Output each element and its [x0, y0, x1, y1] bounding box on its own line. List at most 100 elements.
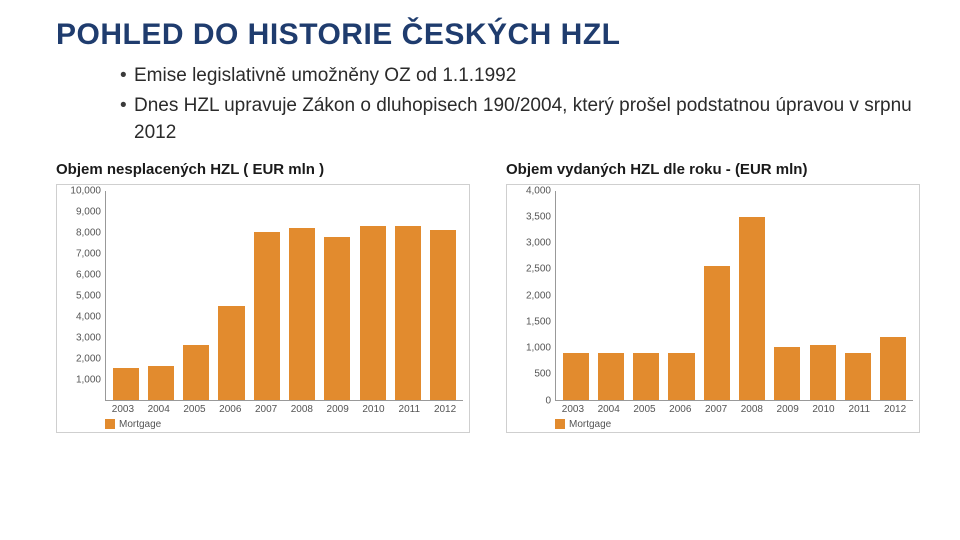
- bar-slot: [390, 191, 425, 400]
- y-tick: 5,000: [76, 290, 101, 301]
- x-tick: 2007: [698, 401, 734, 415]
- x-tick: 2006: [212, 401, 248, 415]
- x-tick: 2009: [770, 401, 806, 415]
- y-tick: 1,000: [76, 374, 101, 385]
- y-tick: 0: [545, 395, 551, 406]
- legend-label: Mortgage: [119, 419, 161, 430]
- chart-left-bars: [106, 191, 463, 400]
- x-tick: 2008: [734, 401, 770, 415]
- x-tick: 2004: [591, 401, 627, 415]
- chart-right-plot: [555, 191, 913, 401]
- x-tick: 2004: [141, 401, 177, 415]
- chart-left-title: Objem nesplacených HZL ( EUR mln ): [56, 161, 470, 178]
- bar-slot: [355, 191, 390, 400]
- bar-slot: [770, 191, 805, 400]
- bar: [183, 345, 209, 399]
- y-tick: 4,000: [526, 185, 551, 196]
- chart-left-legend: Mortgage: [105, 419, 463, 430]
- y-tick: 6,000: [76, 269, 101, 280]
- chart-left-wrap: 1,000 2,000 3,000 4,000 5,000 6,000 7,000 8,000…: [56, 184, 470, 433]
- bar: [704, 266, 730, 399]
- y-tick: 4,000: [76, 311, 101, 322]
- x-tick: 2011: [391, 401, 427, 415]
- y-tick: 500: [534, 369, 551, 380]
- bar-slot: [214, 191, 249, 400]
- x-tick: 2011: [841, 401, 877, 415]
- bar: [254, 232, 280, 399]
- x-tick: 2007: [248, 401, 284, 415]
- bar-slot: [593, 191, 628, 400]
- chart-right-x-axis: 2003200420052006200720082009201020112012: [555, 401, 913, 415]
- bar: [845, 353, 871, 400]
- bar: [395, 226, 421, 399]
- chart-right: 05001,0001,5002,0002,5003,0003,5004,000: [513, 191, 913, 401]
- y-tick: 9,000: [76, 206, 101, 217]
- charts-row: Objem nesplacených HZL ( EUR mln ) 1,000…: [56, 161, 920, 433]
- bar-slot: [284, 191, 319, 400]
- chart-right-legend: Mortgage: [555, 419, 913, 430]
- y-tick: 10,000: [70, 185, 101, 196]
- y-tick: 2,500: [526, 264, 551, 275]
- x-tick: 2009: [320, 401, 356, 415]
- y-tick: 1,500: [526, 316, 551, 327]
- y-tick: 3,000: [526, 238, 551, 249]
- y-tick: 2,000: [76, 353, 101, 364]
- bar-slot: [426, 191, 461, 400]
- bar-slot: [805, 191, 840, 400]
- bar: [739, 217, 765, 400]
- bar: [774, 347, 800, 399]
- x-tick: 2012: [427, 401, 463, 415]
- bar: [598, 353, 624, 400]
- chart-right-wrap: 05001,0001,5002,0002,5003,0003,5004,000 …: [506, 184, 920, 433]
- bar: [810, 345, 836, 400]
- bar-slot: [143, 191, 178, 400]
- y-tick: 2,000: [526, 290, 551, 301]
- bar-slot: [249, 191, 284, 400]
- bar: [360, 226, 386, 399]
- bar: [148, 366, 174, 399]
- x-tick: 2010: [356, 401, 392, 415]
- bar: [289, 228, 315, 399]
- chart-left-plot: [105, 191, 463, 401]
- bar-slot: [734, 191, 769, 400]
- bar-slot: [558, 191, 593, 400]
- bar: [633, 353, 659, 400]
- y-tick: 3,000: [76, 332, 101, 343]
- y-tick: 1,000: [526, 343, 551, 354]
- page: POHLED DO HISTORIE ČESKÝCH HZL Emise leg…: [0, 0, 960, 443]
- bar-slot: [629, 191, 664, 400]
- chart-left-y-axis: 1,000 2,000 3,000 4,000 5,000 6,000 7,000 8,000…: [63, 191, 105, 401]
- x-tick: 2008: [284, 401, 320, 415]
- chart-right-block: Objem vydaných HZL dle roku - (EUR mln) …: [506, 161, 920, 433]
- bar-slot: [179, 191, 214, 400]
- legend-swatch-icon: [105, 419, 115, 429]
- chart-right-y-axis: 05001,0001,5002,0002,5003,0003,5004,000: [513, 191, 555, 401]
- x-tick: 2012: [877, 401, 913, 415]
- x-tick: 2003: [105, 401, 141, 415]
- bar: [218, 306, 244, 400]
- chart-left-x-axis: 2003200420052006200720082009201020112012: [105, 401, 463, 415]
- y-tick: 3,500: [526, 211, 551, 222]
- legend-swatch-icon: [555, 419, 565, 429]
- x-tick: 2005: [627, 401, 663, 415]
- x-tick: 2003: [555, 401, 591, 415]
- chart-right-bars: [556, 191, 913, 400]
- bar: [324, 237, 350, 400]
- legend-label: Mortgage: [569, 419, 611, 430]
- bar-slot: [108, 191, 143, 400]
- bullet-list: Emise legislativně umožněny OZ od 1.1.19…: [80, 62, 920, 147]
- bar-slot: [876, 191, 911, 400]
- bar: [880, 337, 906, 400]
- y-tick: 8,000: [76, 227, 101, 238]
- bullet-item: Dnes HZL upravuje Zákon o dluhopisech 19…: [120, 92, 920, 147]
- chart-left-block: Objem nesplacených HZL ( EUR mln ) 1,000…: [56, 161, 470, 433]
- y-tick: 7,000: [76, 248, 101, 259]
- bar: [430, 230, 456, 399]
- bar: [113, 368, 139, 399]
- x-tick: 2010: [806, 401, 842, 415]
- bullet-item: Emise legislativně umožněny OZ od 1.1.19…: [120, 62, 920, 90]
- bar: [563, 353, 589, 400]
- bar-slot: [664, 191, 699, 400]
- bar: [668, 353, 694, 400]
- bar-slot: [320, 191, 355, 400]
